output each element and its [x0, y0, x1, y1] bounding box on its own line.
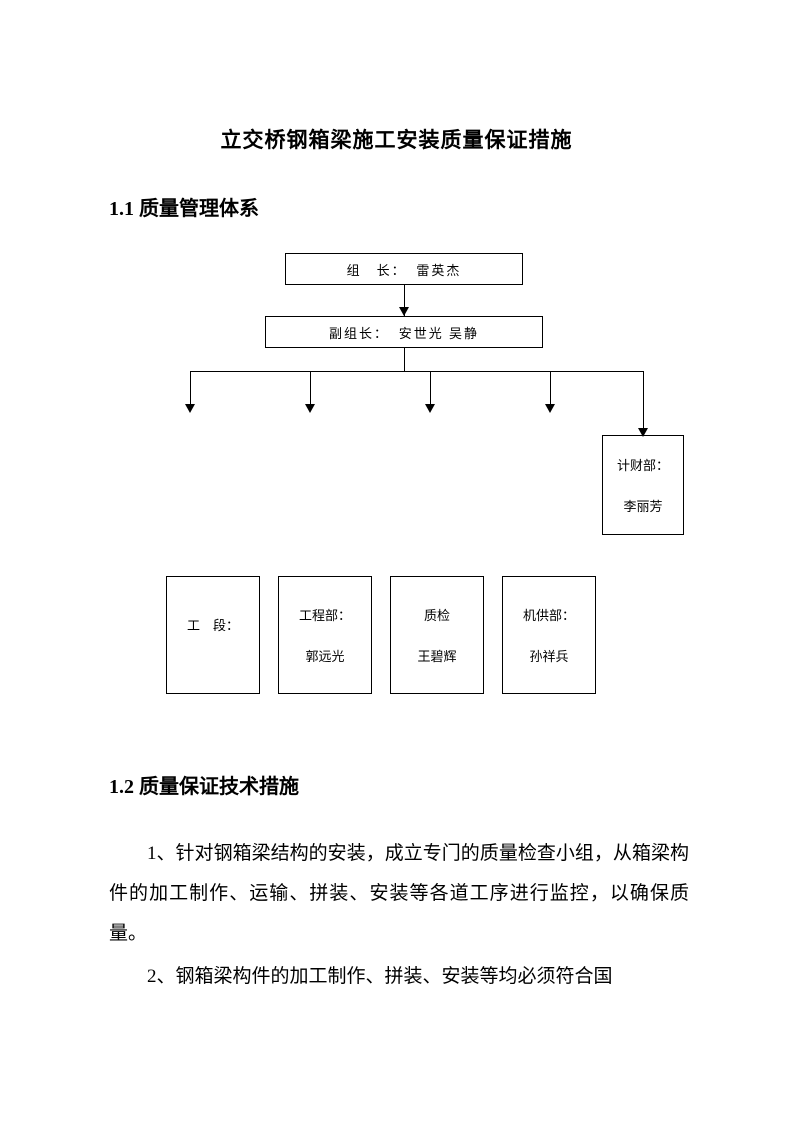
arrow-down-icon [545, 404, 555, 413]
org-node-section: 工 段： [166, 576, 260, 694]
arrow-down-icon [399, 307, 409, 316]
arrow-down-icon [185, 404, 195, 413]
org-node-finance: 计财部： 李丽芳 [602, 435, 684, 535]
leader-name: 雷英杰 [416, 260, 461, 279]
paragraph-1: 1、针对钢箱梁结构的安装，成立专门的质量检查小组，从箱梁构件的加工制作、运输、拼… [109, 834, 689, 954]
engineering-person: 郭远光 [305, 646, 344, 665]
arrow-down-icon [305, 404, 315, 413]
section-heading-1: 1.1 质量管理体系 [109, 192, 259, 221]
org-node-engineering: 工程部： 郭远光 [278, 576, 372, 694]
arrow-down-icon [638, 428, 648, 437]
connector-line [643, 371, 644, 435]
engineering-dept-label: 工程部： [299, 605, 351, 624]
org-node-deputy: 副组长： 安世光 吴静 [265, 316, 543, 348]
deputy-role-label: 副组长： [329, 323, 389, 342]
connector-line [190, 371, 643, 372]
page-title: 立交桥钢箱梁施工安装质量保证措施 [0, 124, 793, 154]
supply-dept-label: 机供部： [523, 605, 575, 624]
arrow-down-icon [425, 404, 435, 413]
deputy-name: 安世光 吴静 [399, 323, 479, 342]
section-heading-2: 1.2 质量保证技术措施 [109, 770, 299, 799]
paragraph-2: 2、钢箱梁构件的加工制作、拼装、安装等均必须符合国 [109, 957, 689, 997]
finance-person: 李丽芳 [623, 496, 662, 515]
org-node-quality: 质检 王碧辉 [390, 576, 484, 694]
quality-person: 王碧辉 [417, 646, 456, 665]
connector-line [404, 348, 405, 371]
leader-role-label: 组 长： [347, 260, 407, 279]
section-dept-label: 工 段： [187, 615, 239, 634]
finance-dept-label: 计财部： [617, 455, 669, 474]
supply-person: 孙祥兵 [529, 646, 568, 665]
org-node-leader: 组 长： 雷英杰 [285, 253, 523, 285]
org-node-supply: 机供部： 孙祥兵 [502, 576, 596, 694]
quality-dept-label: 质检 [424, 605, 450, 624]
